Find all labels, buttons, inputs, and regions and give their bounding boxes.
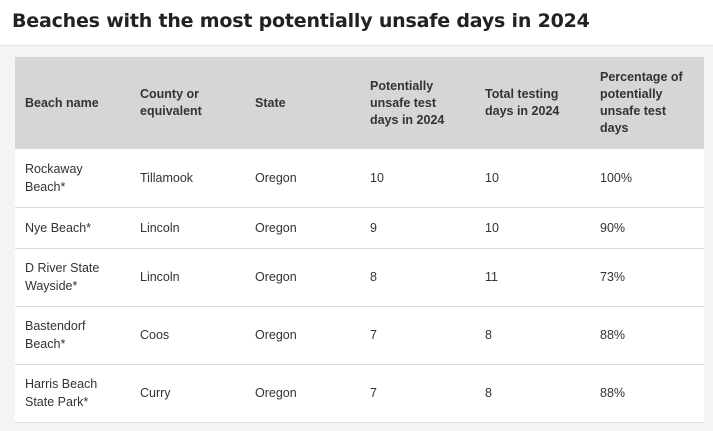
data-table-container: Beach name County or equivalent State Po… [15,57,704,423]
cell-state: Oregon [245,306,360,365]
column-header-unsafe-days: Potentially unsafe test days in 2024 [360,57,475,149]
cell-state: Oregon [245,149,360,208]
column-header-beach-name: Beach name [15,57,130,149]
cell-unsafe-days: 7 [360,364,475,423]
cell-beach-name: Nye Beach* [15,207,130,249]
cell-unsafe-days: 9 [360,207,475,249]
cell-percentage: 100% [590,149,704,208]
cell-state: Oregon [245,248,360,307]
cell-total-days: 8 [475,306,590,365]
cell-beach-name: Harris Beach State Park* [15,364,130,423]
cell-unsafe-days: 7 [360,306,475,365]
cell-beach-name: Rockaway Beach* [15,149,130,208]
cell-unsafe-days: 10 [360,149,475,208]
cell-beach-name: D River State Wayside* [15,248,130,307]
cell-county: Curry [130,364,245,423]
cell-percentage: 88% [590,364,704,423]
cell-state: Oregon [245,207,360,249]
column-header-state: State [245,57,360,149]
cell-percentage: 90% [590,207,704,249]
table-row: Rockaway Beach* Tillamook Oregon 10 10 1… [15,149,704,208]
column-header-county: County or equivalent [130,57,245,149]
header: Beaches with the most potentially unsafe… [0,0,713,46]
beaches-table: Beach name County or equivalent State Po… [15,57,704,423]
cell-state: Oregon [245,364,360,423]
cell-percentage: 73% [590,248,704,307]
cell-total-days: 8 [475,364,590,423]
table-row: Nye Beach* Lincoln Oregon 9 10 90% [15,207,704,249]
table-row: Bastendorf Beach* Coos Oregon 7 8 88% [15,306,704,365]
cell-total-days: 10 [475,207,590,249]
table-header-row: Beach name County or equivalent State Po… [15,57,704,149]
column-header-percentage: Percentage of potentially unsafe test da… [590,57,704,149]
cell-county: Coos [130,306,245,365]
column-header-total-days: Total testing days in 2024 [475,57,590,149]
cell-county: Tillamook [130,149,245,208]
cell-total-days: 10 [475,149,590,208]
cell-unsafe-days: 8 [360,248,475,307]
cell-percentage: 88% [590,306,704,365]
cell-county: Lincoln [130,248,245,307]
cell-beach-name: Bastendorf Beach* [15,306,130,365]
cell-county: Lincoln [130,207,245,249]
table-row: D River State Wayside* Lincoln Oregon 8 … [15,248,704,307]
cell-total-days: 11 [475,248,590,307]
table-row: Harris Beach State Park* Curry Oregon 7 … [15,364,704,423]
page-title: Beaches with the most potentially unsafe… [12,10,590,32]
